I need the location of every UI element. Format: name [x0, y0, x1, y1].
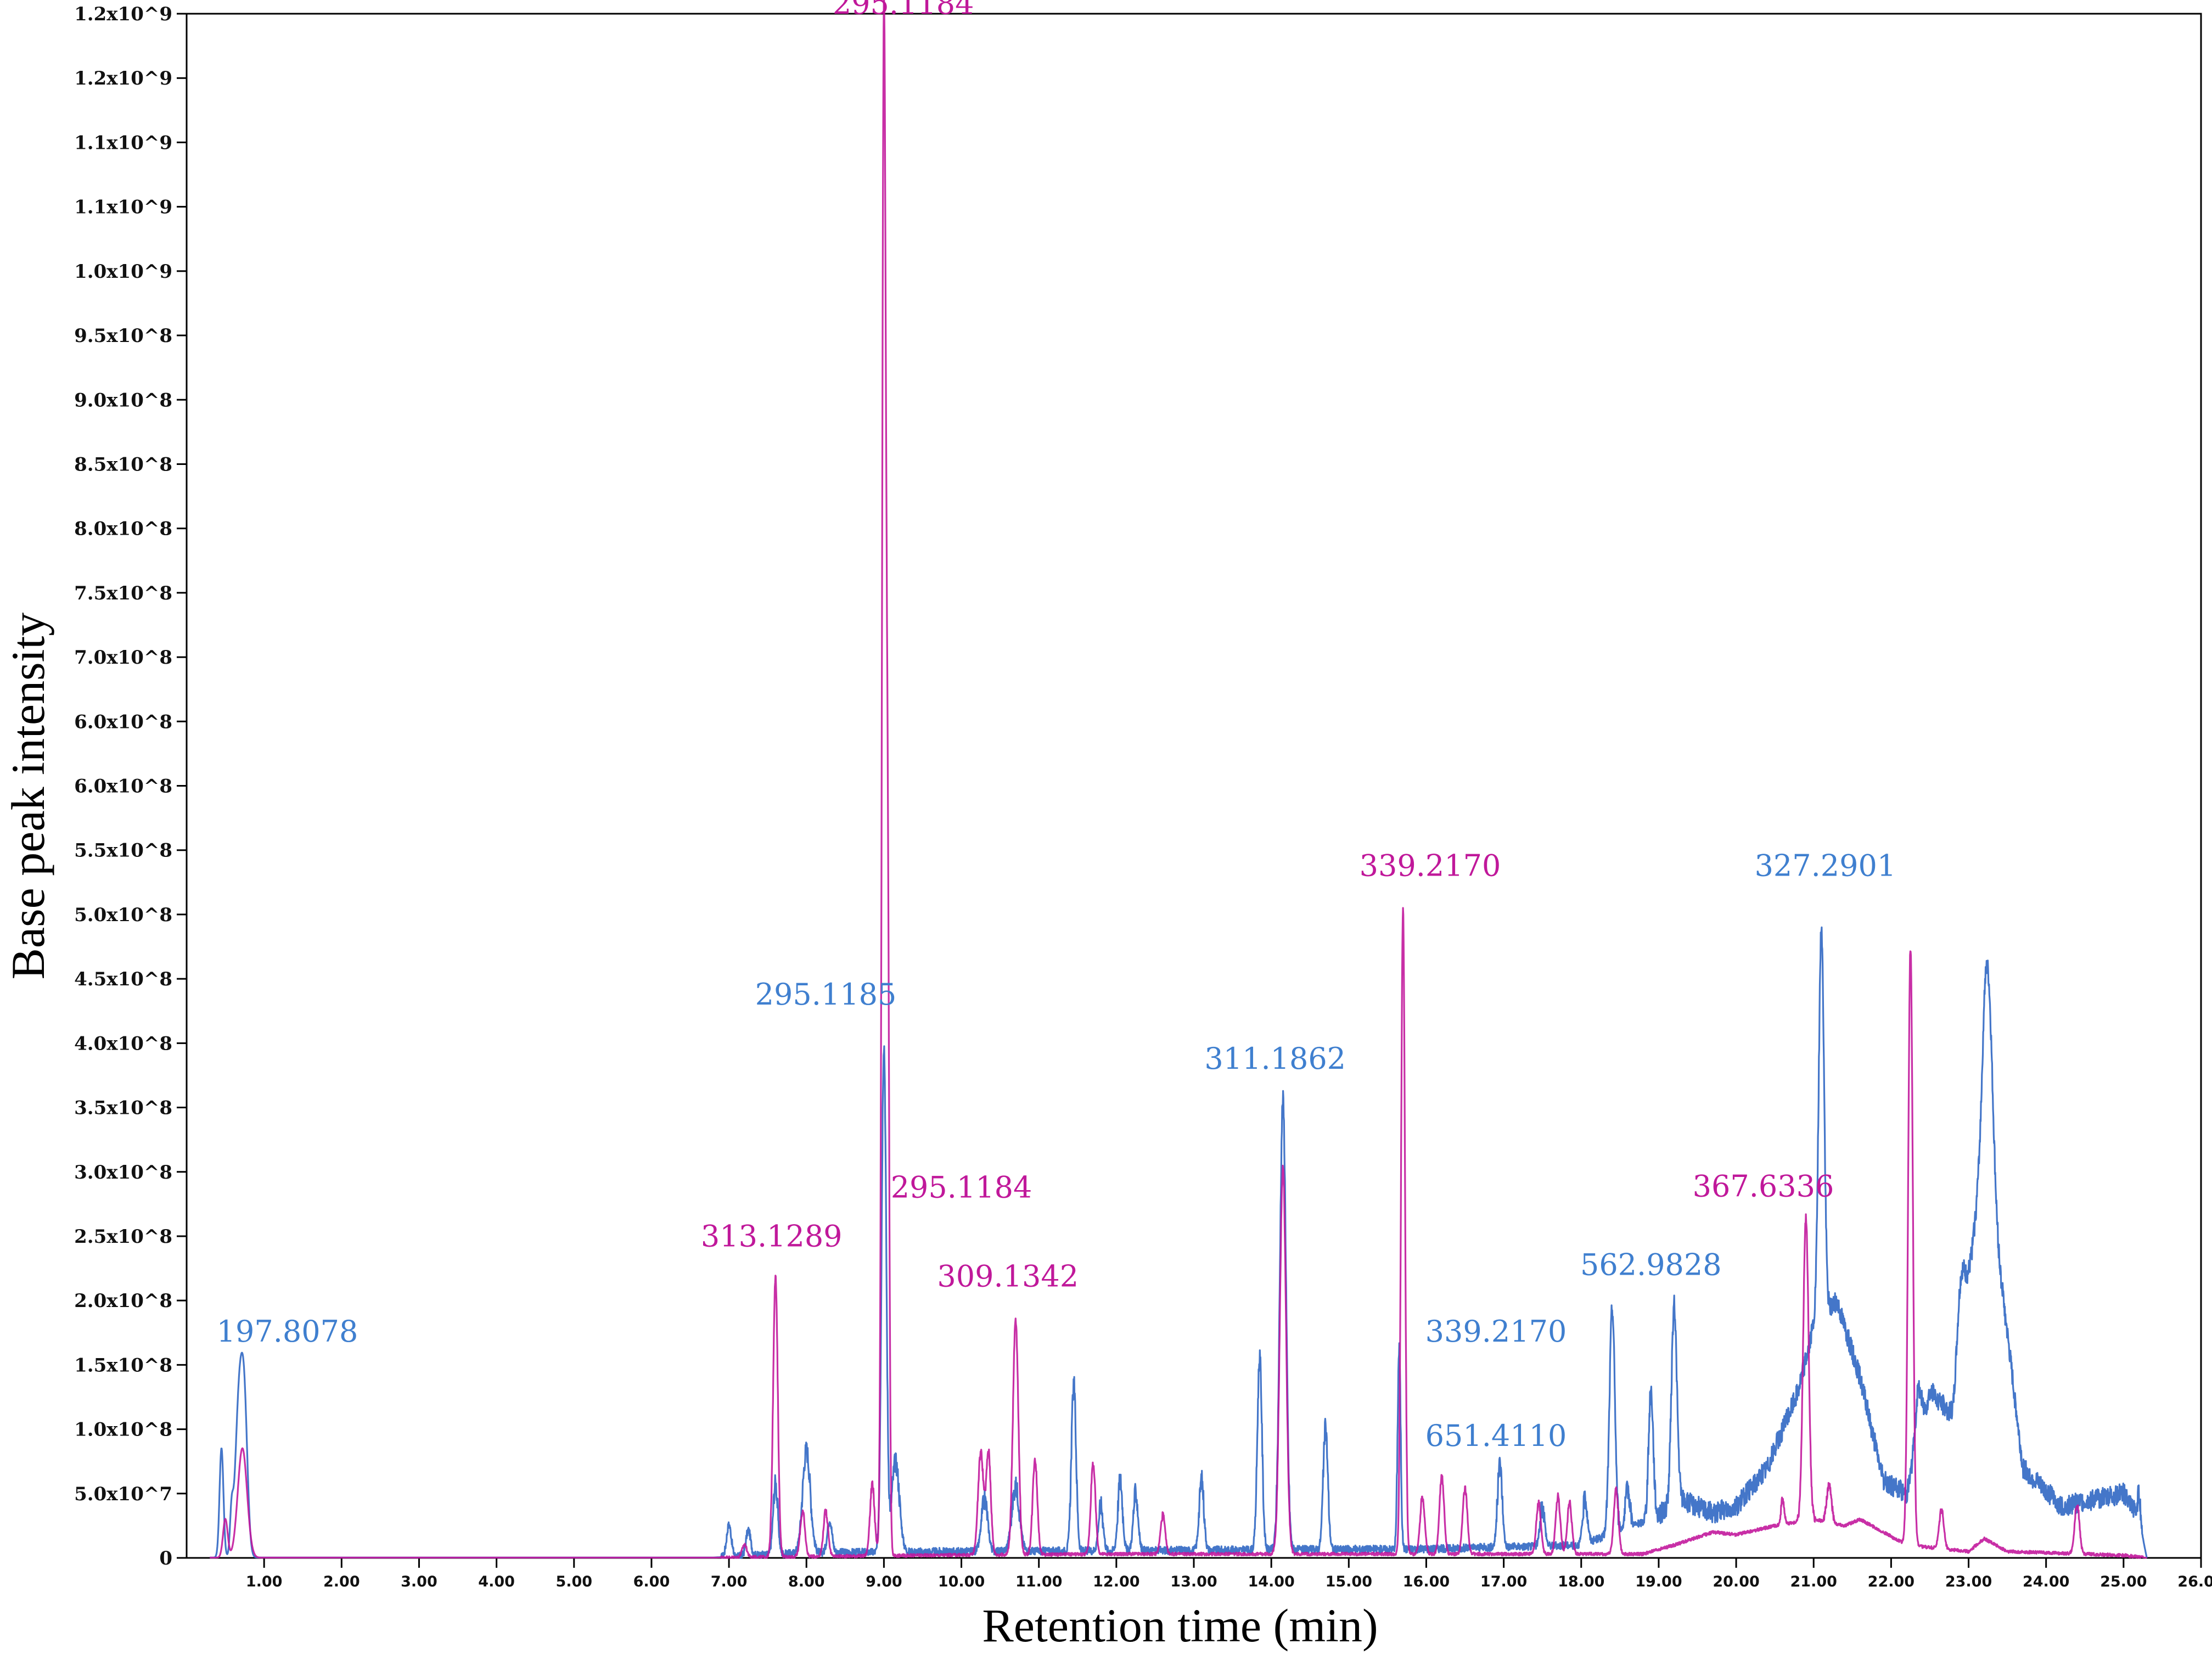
y-tick-label: 1.1x10^9	[74, 197, 172, 218]
x-tick-label: 13.00	[1170, 1573, 1217, 1590]
y-tick-label: 4.0x10^8	[74, 1033, 172, 1055]
y-tick-label: 3.0x10^8	[74, 1162, 172, 1184]
y-tick-label: 7.0x10^8	[74, 647, 172, 669]
y-tick-label: 3.5x10^8	[74, 1097, 172, 1119]
x-tick-label: 2.00	[323, 1573, 360, 1590]
y-tick-label: 4.5x10^8	[74, 968, 172, 990]
peak-label: 295.1184	[833, 0, 974, 21]
x-tick-label: 5.00	[555, 1573, 592, 1590]
x-tick-label: 14.00	[1248, 1573, 1294, 1590]
x-tick-label: 26.00	[2177, 1573, 2212, 1590]
y-tick-label: 1.0x10^9	[74, 261, 172, 283]
x-tick-label: 11.00	[1015, 1573, 1062, 1590]
y-tick-label: 0	[159, 1547, 172, 1569]
x-tick-label: 7.00	[711, 1573, 748, 1590]
peak-label: 367.6336	[1693, 1169, 1834, 1203]
y-axis-label: Base peak intensity	[2, 613, 54, 980]
peak-label: 311.1862	[1204, 1041, 1346, 1076]
x-tick-label: 4.00	[478, 1573, 515, 1590]
peak-label: 339.2170	[1425, 1314, 1567, 1349]
magenta-trace-line	[209, 0, 2148, 1559]
x-tick-label: 20.00	[1713, 1573, 1759, 1590]
x-tick-label: 8.00	[788, 1573, 825, 1590]
peak-label: 295.1185	[755, 977, 897, 1012]
y-tick-label: 1.1x10^9	[74, 132, 172, 154]
y-tick-label: 9.5x10^8	[74, 325, 172, 347]
x-tick-label: 19.00	[1635, 1573, 1682, 1590]
y-tick-label: 6.0x10^8	[74, 776, 172, 798]
peak-label: 651.4110	[1425, 1418, 1567, 1453]
peak-label: 313.1289	[701, 1219, 843, 1254]
x-tick-label: 3.00	[401, 1573, 437, 1590]
x-tick-label: 6.00	[633, 1573, 670, 1590]
y-tick-label: 8.5x10^8	[74, 453, 172, 475]
y-tick-label: 1.0x10^8	[74, 1419, 172, 1441]
peak-label: 197.8078	[217, 1314, 358, 1349]
y-tick-label: 2.5x10^8	[74, 1226, 172, 1248]
y-tick-label: 1.2x10^9	[74, 3, 172, 25]
x-tick-label: 17.00	[1480, 1573, 1527, 1590]
x-tick-label: 9.00	[866, 1573, 902, 1590]
x-tick-label: 1.00	[246, 1573, 283, 1590]
x-tick-label: 12.00	[1093, 1573, 1139, 1590]
x-tick-label: 25.00	[2100, 1573, 2147, 1590]
x-tick-label: 24.00	[2023, 1573, 2069, 1590]
x-tick-label: 18.00	[1558, 1573, 1604, 1590]
x-tick-label: 16.00	[1403, 1573, 1450, 1590]
y-tick-label: 5.0x10^8	[74, 904, 172, 926]
y-tick-label: 7.5x10^8	[74, 582, 172, 604]
peak-label: 295.1184	[891, 1170, 1032, 1205]
peak-label: 327.2901	[1755, 849, 1896, 883]
y-tick-label: 1.5x10^8	[74, 1354, 172, 1376]
y-tick-label: 8.0x10^8	[74, 518, 172, 540]
y-tick-label: 1.2x10^9	[74, 68, 172, 89]
y-tick-label: 6.0x10^8	[74, 711, 172, 733]
x-axis-label: Retention time (min)	[982, 1599, 1378, 1652]
peak-label: 562.9828	[1580, 1247, 1722, 1282]
y-tick-label: 9.0x10^8	[74, 389, 172, 411]
x-tick-label: 10.00	[938, 1573, 985, 1590]
y-tick-label: 5.5x10^8	[74, 840, 172, 862]
y-tick-label: 2.0x10^8	[74, 1290, 172, 1312]
peak-label: 309.1342	[937, 1259, 1079, 1293]
peak-label: 339.2170	[1360, 849, 1501, 883]
x-tick-label: 22.00	[1868, 1573, 1915, 1590]
x-tick-label: 23.00	[1945, 1573, 1992, 1590]
x-tick-label: 15.00	[1326, 1573, 1372, 1590]
y-tick-label: 5.0x10^7	[74, 1483, 172, 1505]
x-tick-label: 21.00	[1790, 1573, 1837, 1590]
